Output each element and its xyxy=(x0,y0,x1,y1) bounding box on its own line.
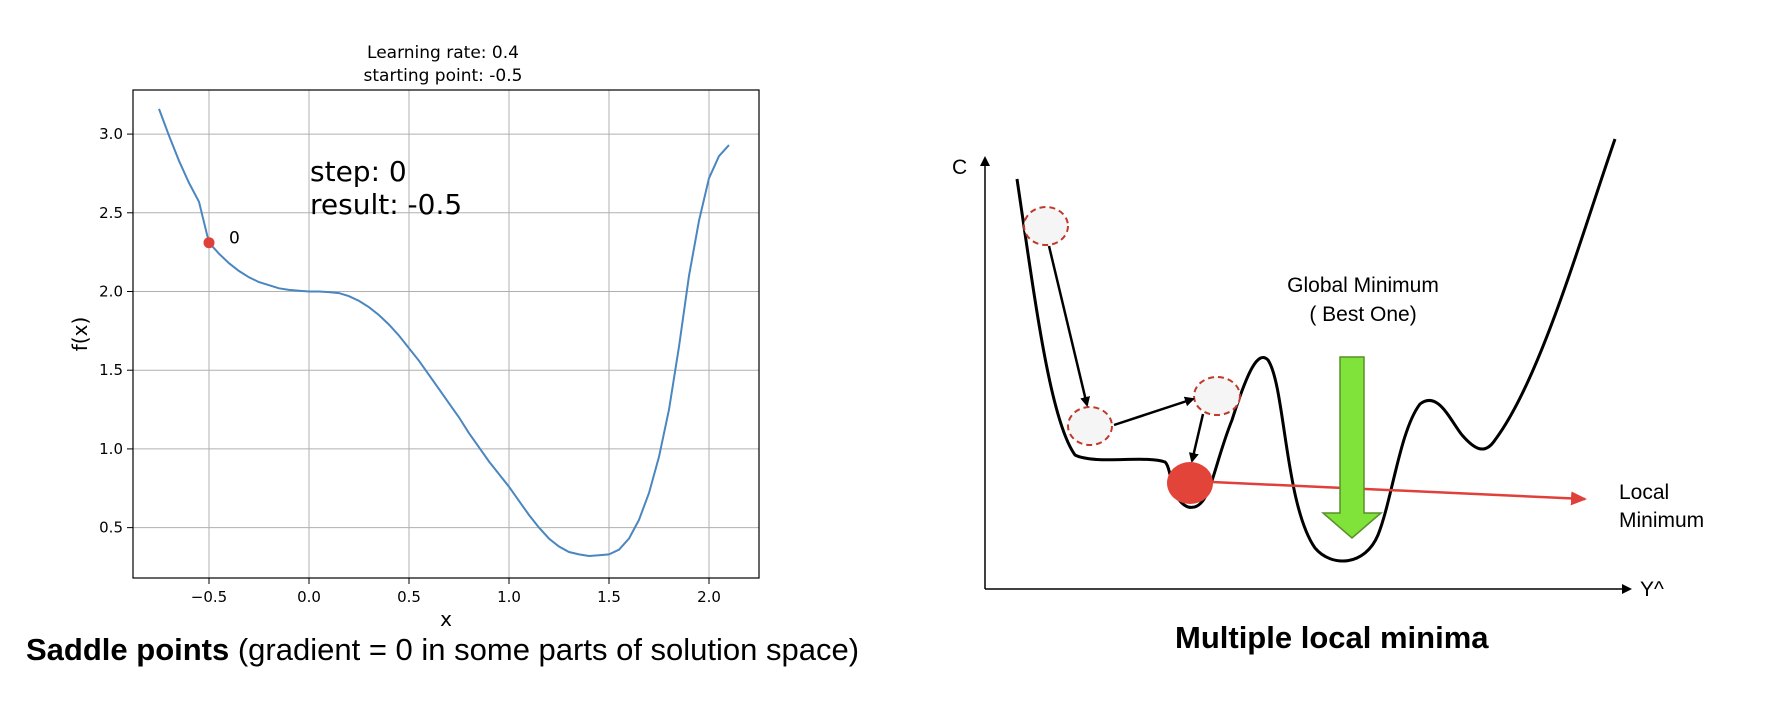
path-arrow-3 xyxy=(1188,413,1205,463)
current-point-label: 0 xyxy=(229,229,240,249)
local-minimum-label-line-2: Minimum xyxy=(1619,509,1704,532)
ball-current xyxy=(1167,462,1213,504)
x-tick-label: −0.5 xyxy=(191,588,227,606)
cost-curve xyxy=(1015,138,1617,563)
y-tick-label: 1.5 xyxy=(99,361,123,379)
series-line xyxy=(158,108,730,558)
x-axis-label: x xyxy=(440,607,452,631)
x-tick-label: 1.0 xyxy=(497,588,521,606)
global-minimum-arrow xyxy=(1320,356,1384,539)
y-axis-label: f(x) xyxy=(68,317,92,351)
point-layer: 0 xyxy=(203,229,240,249)
annotation-result: result: -0.5 xyxy=(310,188,462,221)
left-chart: Learning rate: 0.4 starting point: -0.5 … xyxy=(68,43,760,631)
y-tick-label: 1.0 xyxy=(99,440,123,458)
path-arrow-2 xyxy=(1113,396,1195,427)
series-layer xyxy=(158,108,730,558)
x-tick-label: 0.5 xyxy=(397,588,421,606)
y-tick-label: 0.5 xyxy=(99,519,123,537)
y-tick-label: 2.0 xyxy=(99,282,123,300)
y-axis-ticks: 0.5 1.0 1.5 2.0 2.5 3.0 xyxy=(99,125,133,537)
x-tick-label: 1.5 xyxy=(597,588,621,606)
x-tick-label: 2.0 xyxy=(697,588,721,606)
global-minimum-label-line-1: Global Minimum xyxy=(1287,274,1439,297)
ghost-ball-right xyxy=(1193,376,1241,416)
c-axis-label: C xyxy=(952,156,967,179)
x-axis-ticks: −0.5 0.0 0.5 1.0 1.5 2.0 xyxy=(191,578,721,606)
y-tick-label: 3.0 xyxy=(99,125,123,143)
ghost-ball-middle xyxy=(1067,406,1113,446)
grid xyxy=(133,90,759,578)
annotation-step: step: 0 xyxy=(310,155,407,188)
right-diagram: C Y^ Global Minimum ( Best One) Local Mi… xyxy=(952,138,1704,601)
plot-frame xyxy=(132,89,760,579)
current-point xyxy=(203,237,215,249)
left-caption: Saddle points (gradient = 0 in some part… xyxy=(26,632,859,668)
x-tick-label: 0.0 xyxy=(297,588,321,606)
right-caption: Multiple local minima xyxy=(1175,620,1489,655)
chart-title-line-1: Learning rate: 0.4 xyxy=(367,43,519,63)
y-hat-axis-label: Y^ xyxy=(1640,578,1664,601)
left-caption-bold: Saddle points xyxy=(26,632,230,667)
local-minimum-arrow xyxy=(1211,480,1587,506)
ghost-ball-start xyxy=(1023,206,1069,246)
local-minimum-label-line-1: Local xyxy=(1619,481,1669,504)
path-arrow-1 xyxy=(1047,245,1091,407)
chart-title-line-2: starting point: -0.5 xyxy=(364,66,523,86)
y-tick-label: 2.5 xyxy=(99,204,123,222)
left-caption-rest: (gradient = 0 in some parts of solution … xyxy=(229,632,860,667)
global-minimum-label-line-2: ( Best One) xyxy=(1309,303,1416,326)
